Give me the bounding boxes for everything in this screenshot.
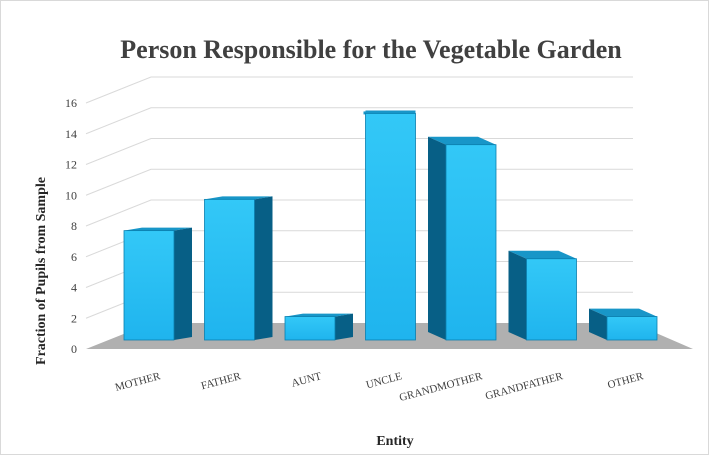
y-axis-ticks: 0 2 4 6 8 10 12 14 16 bbox=[65, 96, 77, 356]
gridline bbox=[85, 199, 633, 227]
bar-side-face bbox=[335, 313, 353, 340]
bar bbox=[204, 196, 273, 341]
bar bbox=[363, 110, 416, 341]
x-tick-label: MOTHER bbox=[114, 370, 163, 394]
bar-top-face bbox=[428, 136, 496, 145]
bar-side-face bbox=[508, 250, 527, 340]
x-tick-label: AUNT bbox=[290, 370, 323, 390]
gridline bbox=[85, 168, 633, 196]
x-tick-label: UNCLE bbox=[365, 370, 404, 391]
bar-top-face bbox=[204, 196, 273, 200]
bar-side-face bbox=[174, 227, 192, 340]
bar bbox=[123, 227, 192, 341]
gridline bbox=[85, 138, 633, 165]
bar-front-face bbox=[445, 144, 497, 341]
bar bbox=[428, 136, 497, 341]
bar-top-face bbox=[589, 308, 657, 317]
y-axis-label: Fraction of Pupils from Sample bbox=[34, 177, 49, 365]
x-tick-label: GRANDMOTHER bbox=[398, 370, 484, 404]
bar-top-face bbox=[508, 250, 577, 259]
bar-side-face bbox=[428, 136, 446, 340]
bar-side-face bbox=[254, 196, 273, 340]
bar-top-face bbox=[124, 227, 192, 231]
bar bbox=[589, 308, 658, 341]
bar-front-face bbox=[123, 230, 175, 341]
y-tick-label: 6 bbox=[71, 250, 77, 264]
y-tick-label: 12 bbox=[65, 158, 77, 172]
bar-front-face bbox=[526, 258, 577, 341]
y-tick-label: 4 bbox=[71, 281, 77, 295]
y-tick-label: 2 bbox=[71, 311, 77, 325]
bar bbox=[508, 250, 577, 341]
y-tick-label: 0 bbox=[71, 342, 77, 356]
x-tick-label: GRANDFATHER bbox=[484, 370, 565, 402]
bar bbox=[284, 313, 353, 341]
y-tick-label: 10 bbox=[65, 188, 77, 202]
y-tick-label: 14 bbox=[65, 127, 77, 141]
gridline bbox=[85, 76, 633, 104]
bars bbox=[123, 110, 658, 341]
x-tick-label: OTHER bbox=[606, 370, 645, 391]
bar-front-face bbox=[204, 198, 255, 341]
bar-top-face bbox=[285, 313, 353, 317]
bar-side-face bbox=[589, 308, 607, 340]
y-tick-label: 16 bbox=[65, 96, 77, 110]
y-tick-label: 8 bbox=[71, 219, 77, 233]
bar-front-face bbox=[365, 113, 416, 341]
bar-front-face bbox=[606, 316, 658, 341]
bar-top-face bbox=[363, 111, 416, 115]
chart-title: Person Responsible for the Vegetable Gar… bbox=[120, 35, 622, 64]
x-axis-label: Entity bbox=[376, 434, 413, 449]
bar-front-face bbox=[284, 316, 336, 341]
x-tick-label: FATHER bbox=[200, 370, 243, 392]
gridline bbox=[85, 107, 633, 135]
